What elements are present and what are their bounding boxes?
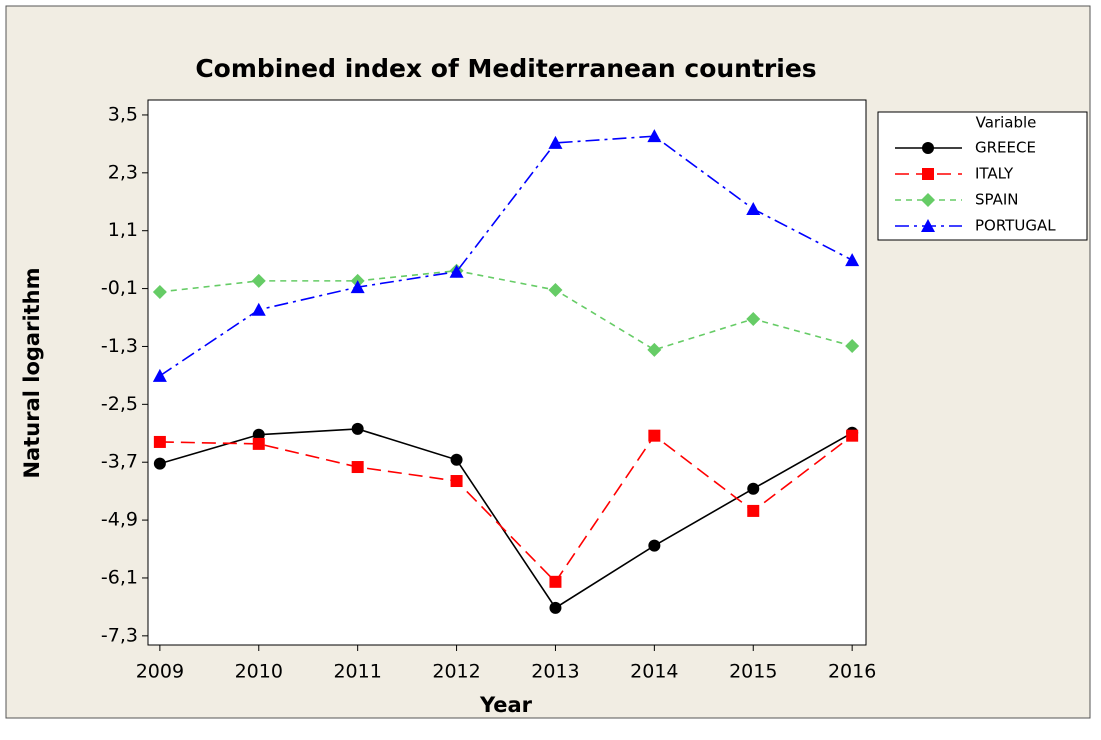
y-tick-label: -1,3 (101, 335, 138, 357)
x-tick-label: 2010 (235, 661, 283, 683)
marker (548, 135, 563, 149)
x-tick-label: 2013 (531, 661, 579, 683)
marker (548, 283, 563, 298)
marker (153, 457, 166, 470)
y-tick-label: 3,5 (108, 103, 138, 125)
legend-title: Variable (976, 114, 1037, 132)
y-tick-label: -4,9 (101, 509, 138, 531)
marker (252, 437, 265, 450)
marker (252, 428, 265, 441)
marker (251, 302, 266, 316)
marker (152, 284, 167, 299)
marker (648, 539, 661, 552)
legend-label: GREECE (975, 139, 1036, 157)
y-tick-label: -0,1 (101, 277, 138, 299)
x-tick-label: 2012 (432, 661, 480, 683)
legend-label: ITALY (975, 165, 1014, 183)
y-tick-label: -7,3 (101, 624, 138, 646)
legend-marker (922, 168, 934, 180)
legend-label: SPAIN (975, 191, 1019, 209)
marker (449, 264, 464, 278)
plot-area (147, 99, 867, 646)
x-tick-label: 2014 (630, 661, 678, 683)
x-tick-label: 2016 (828, 661, 876, 683)
marker (647, 129, 662, 143)
marker (351, 461, 364, 474)
series-line (159, 434, 853, 584)
marker (251, 273, 266, 288)
marker (746, 311, 761, 326)
y-tick-label: 1,1 (108, 219, 138, 241)
legend-label: PORTUGAL (975, 217, 1056, 235)
marker (747, 504, 760, 517)
marker (450, 453, 463, 466)
marker (648, 429, 661, 442)
marker (845, 253, 860, 267)
marker (351, 422, 364, 435)
marker (153, 435, 166, 448)
chart-title: Combined index of Mediterranean countrie… (195, 54, 816, 83)
legend-marker (922, 142, 934, 154)
series-line (159, 135, 853, 377)
legend-marker (921, 219, 935, 232)
legend-box (877, 111, 1088, 241)
y-tick-label: -2,5 (101, 393, 138, 415)
marker (747, 482, 760, 495)
y-tick-label: -3,7 (101, 451, 138, 473)
marker (746, 202, 761, 215)
y-tick-label: -6,1 (101, 566, 138, 588)
marker (647, 342, 662, 357)
marker (549, 601, 562, 614)
x-tick-label: 2009 (136, 661, 184, 683)
marker (549, 575, 562, 588)
marker (152, 368, 167, 382)
x-axis-label: Year (479, 693, 533, 717)
y-tick-label: 2,3 (108, 161, 138, 183)
y-axis-label: Natural logarithm (20, 267, 44, 478)
legend-marker (921, 193, 935, 207)
marker (450, 475, 463, 488)
marker (845, 338, 860, 353)
marker (350, 280, 365, 294)
x-tick-label: 2015 (729, 661, 777, 683)
x-tick-label: 2011 (333, 661, 381, 683)
marker (846, 429, 859, 442)
